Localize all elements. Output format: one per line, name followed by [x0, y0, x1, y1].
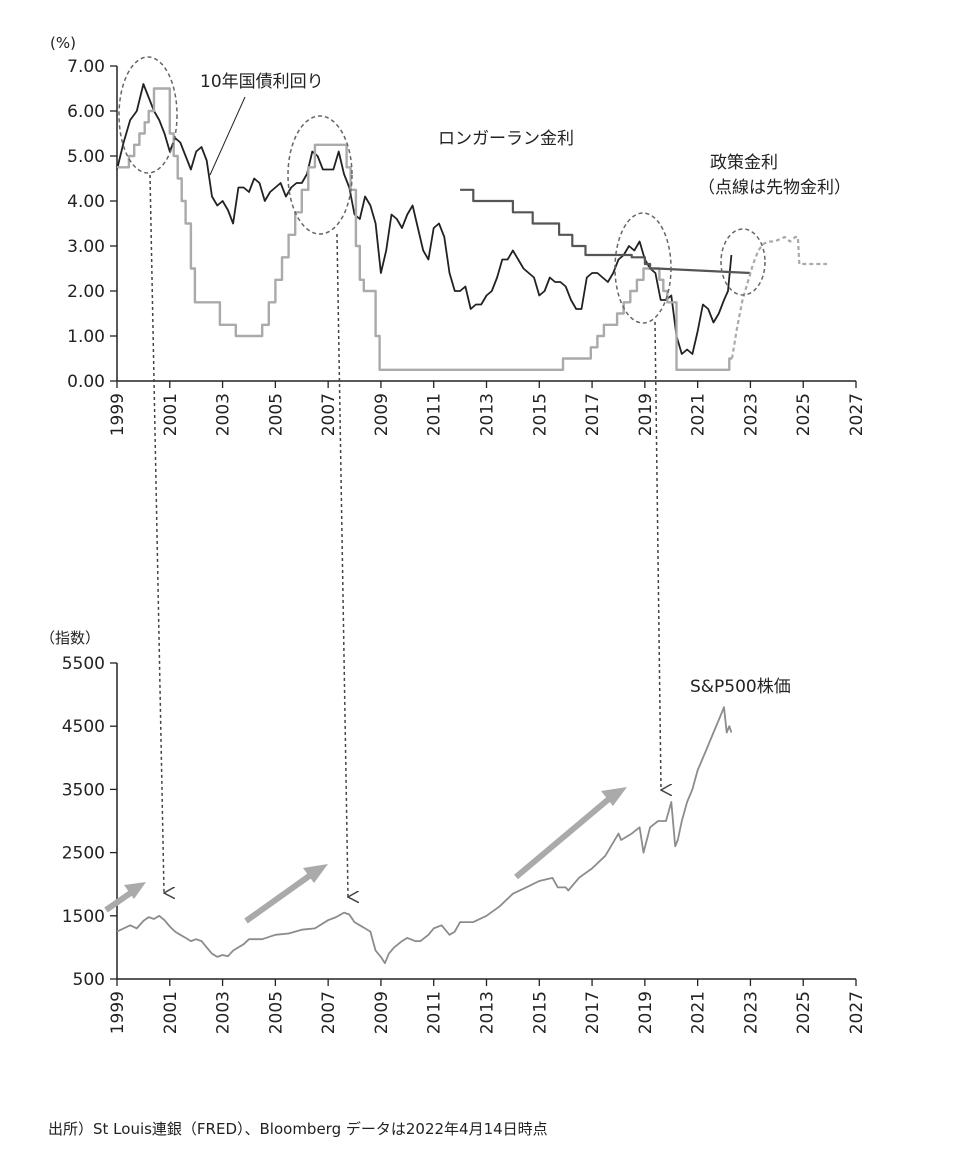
x-tick-label: 1999 — [108, 991, 128, 1034]
series-policy-rate-futures — [730, 235, 827, 359]
annotation-longrun-label: ロンガーラン金利 — [438, 129, 574, 149]
x-tick-label: 2013 — [478, 393, 498, 436]
y-tick-label: 1500 — [62, 907, 105, 927]
x-tick-label: 2007 — [319, 393, 339, 436]
y-tick-label: 4500 — [62, 717, 105, 737]
series-group — [116, 706, 733, 965]
y-tick-label: 3.00 — [67, 237, 105, 257]
x-tick-label: 2001 — [161, 991, 181, 1034]
x-tick-label: 1999 — [108, 393, 128, 436]
y-tick-label: 2500 — [62, 844, 105, 864]
annotation-sp500-label: S&P500株価 — [690, 677, 791, 697]
y-axis-unit-label: (%) — [50, 34, 76, 52]
x-tick-label: 2027 — [847, 393, 867, 436]
annotation-policy-note: （点線は先物金利） — [698, 178, 851, 198]
peak-link-2000 — [149, 174, 164, 893]
y-axis-unit-label: （指数） — [40, 629, 100, 647]
uptrend-arrow-2004 — [244, 864, 328, 924]
x-tick-label: 2021 — [689, 393, 709, 436]
x-tick-label: 2009 — [372, 393, 392, 436]
x-tick-label: 2025 — [794, 991, 814, 1034]
x-tick-label: 2003 — [214, 991, 234, 1034]
peak-link-2007 — [336, 233, 348, 897]
uptrend-arrow-2014 — [514, 787, 627, 880]
peak-link-2019 — [654, 321, 661, 790]
series-group — [116, 83, 827, 371]
x-tick-label: 2021 — [689, 991, 709, 1034]
series-policy-rate — [117, 87, 732, 371]
source-note: 出所）St Louis連銀（FRED）、Bloomberg データは2022年4… — [48, 1120, 548, 1138]
y-axis-ticks: 500 1500 2500 3500 4500 5500 — [62, 654, 117, 990]
x-tick-label: 2027 — [847, 991, 867, 1034]
y-tick-label: 7.00 — [67, 57, 105, 77]
x-tick-label: 2013 — [478, 991, 498, 1034]
x-tick-label: 2015 — [530, 991, 550, 1034]
x-tick-label: 2001 — [161, 393, 181, 436]
x-tick-label: 2019 — [636, 991, 656, 1034]
interest-rate-chart: (%) 0.00 1.00 2.00 3.00 4.00 5.00 6.00 7.00 199… — [50, 34, 867, 436]
x-tick-label: 2025 — [794, 393, 814, 436]
highlight-ellipse-2000 — [118, 56, 178, 174]
x-axis-ticks: 1999 2001 2003 2005 2007 2009 2011 2013 2015 2017… — [108, 381, 867, 436]
series-longer-run-rate — [460, 188, 751, 275]
y-tick-label: 4.00 — [67, 192, 105, 212]
annotation-ten-year-label: 10年国債利回り — [200, 72, 324, 92]
series-ten-year-yield — [116, 83, 733, 355]
x-tick-label: 2011 — [425, 991, 445, 1034]
x-tick-label: 2011 — [425, 393, 445, 436]
uptrend-arrow-1999 — [104, 882, 146, 913]
x-axis-ticks: 1999 2001 2003 2005 2007 2009 2011 2013 2015 2017… — [108, 979, 867, 1034]
peak-link-arrows — [149, 174, 661, 897]
highlight-ellipse-2007 — [287, 115, 353, 235]
x-tick-label: 2023 — [741, 991, 761, 1034]
x-tick-label: 2007 — [319, 991, 339, 1034]
y-axis-ticks: 0.00 1.00 2.00 3.00 4.00 5.00 6.00 7.00 — [67, 57, 117, 392]
annotation-ten-year-leader — [209, 96, 246, 176]
highlight-ellipse-2022 — [720, 228, 766, 296]
x-tick-label: 2015 — [530, 393, 550, 436]
x-tick-label: 2017 — [583, 991, 603, 1034]
y-tick-label: 1.00 — [67, 327, 105, 347]
series-sp500 — [116, 706, 733, 965]
x-tick-label: 2017 — [583, 393, 603, 436]
y-tick-label: 6.00 — [67, 102, 105, 122]
highlight-ellipse-2019 — [614, 212, 672, 324]
x-tick-label: 2019 — [636, 393, 656, 436]
x-tick-label: 2009 — [372, 991, 392, 1034]
x-tick-label: 2005 — [266, 991, 286, 1034]
y-tick-label: 500 — [73, 970, 105, 990]
sp500-chart: （指数） 500 1500 2500 3500 4500 5500 1999 2001 200… — [40, 629, 867, 1034]
x-tick-label: 2003 — [214, 393, 234, 436]
x-tick-label: 2005 — [266, 393, 286, 436]
x-tick-label: 2023 — [741, 393, 761, 436]
y-tick-label: 5.00 — [67, 147, 105, 167]
y-tick-label: 5500 — [62, 654, 105, 674]
y-tick-label: 2.00 — [67, 282, 105, 302]
annotation-policy-label: 政策金利 — [710, 153, 778, 173]
y-tick-label: 3500 — [62, 780, 105, 800]
y-tick-label: 0.00 — [67, 372, 105, 392]
